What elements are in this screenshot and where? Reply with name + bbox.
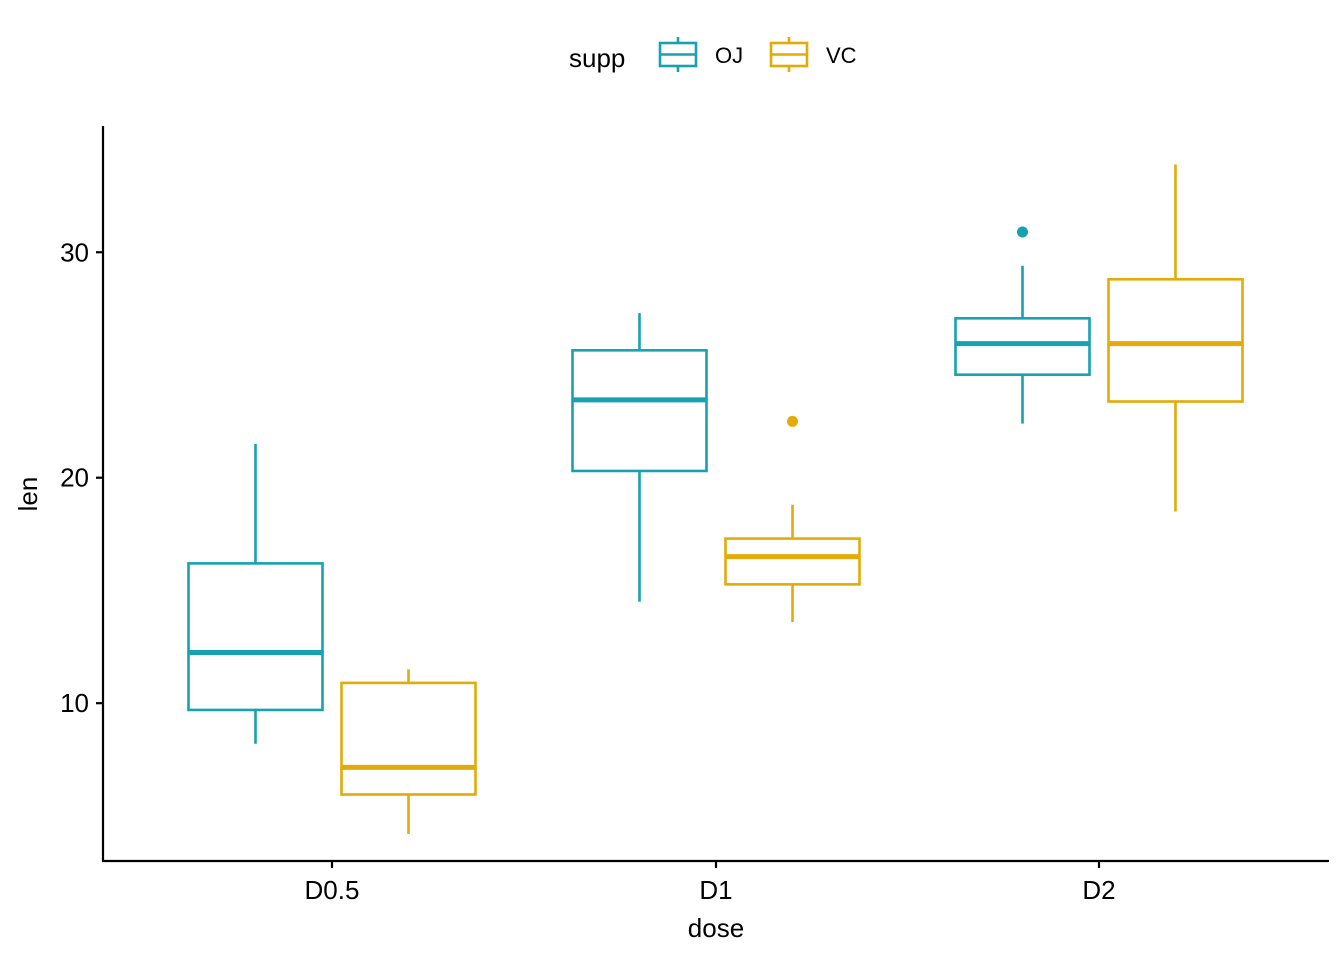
legend-item-vc: VC: [769, 37, 857, 72]
box-groups: [187, 164, 1244, 834]
box-iqr: [187, 562, 324, 712]
x-axis-title: dose: [688, 913, 744, 943]
plot-area: [187, 164, 1244, 834]
y-tick-label: 20: [60, 463, 89, 493]
legend-label: VC: [826, 43, 857, 68]
outlier-point: [1017, 226, 1028, 238]
y-tick-label: 10: [60, 688, 89, 718]
outlier-point: [787, 415, 798, 427]
axes: 10 20 30 D0.5 D1 D2: [60, 126, 1329, 905]
y-tick-label: 30: [60, 237, 89, 267]
box-vc-d2: [1107, 164, 1244, 512]
x-tick-label: D0.5: [305, 875, 360, 905]
box-oj-d0-5: [187, 443, 324, 744]
legend-title: supp: [569, 43, 625, 73]
box-iqr: [724, 537, 861, 586]
legend-key-vc: [769, 37, 809, 72]
box-vc-d1: [724, 415, 861, 623]
x-tick-label: D2: [1082, 875, 1115, 905]
y-ticks: 10 20 30: [60, 237, 103, 718]
box-iqr: [1107, 278, 1244, 403]
legend: supp OJ VC: [569, 37, 857, 73]
box-iqr: [571, 349, 708, 473]
box-vc-d0-5: [340, 669, 477, 834]
legend-label: OJ: [715, 43, 743, 68]
x-ticks: D0.5 D1 D2: [305, 861, 1116, 905]
box-oj-d2: [954, 226, 1091, 424]
legend-items: OJ VC: [658, 37, 857, 72]
box-iqr: [954, 317, 1091, 376]
x-tick-label: D1: [699, 875, 732, 905]
legend-key-oj: [658, 37, 698, 72]
y-axis-title: len: [13, 477, 43, 512]
box-oj-d1: [571, 313, 708, 602]
box-iqr: [340, 681, 477, 796]
legend-item-oj: OJ: [658, 37, 743, 72]
